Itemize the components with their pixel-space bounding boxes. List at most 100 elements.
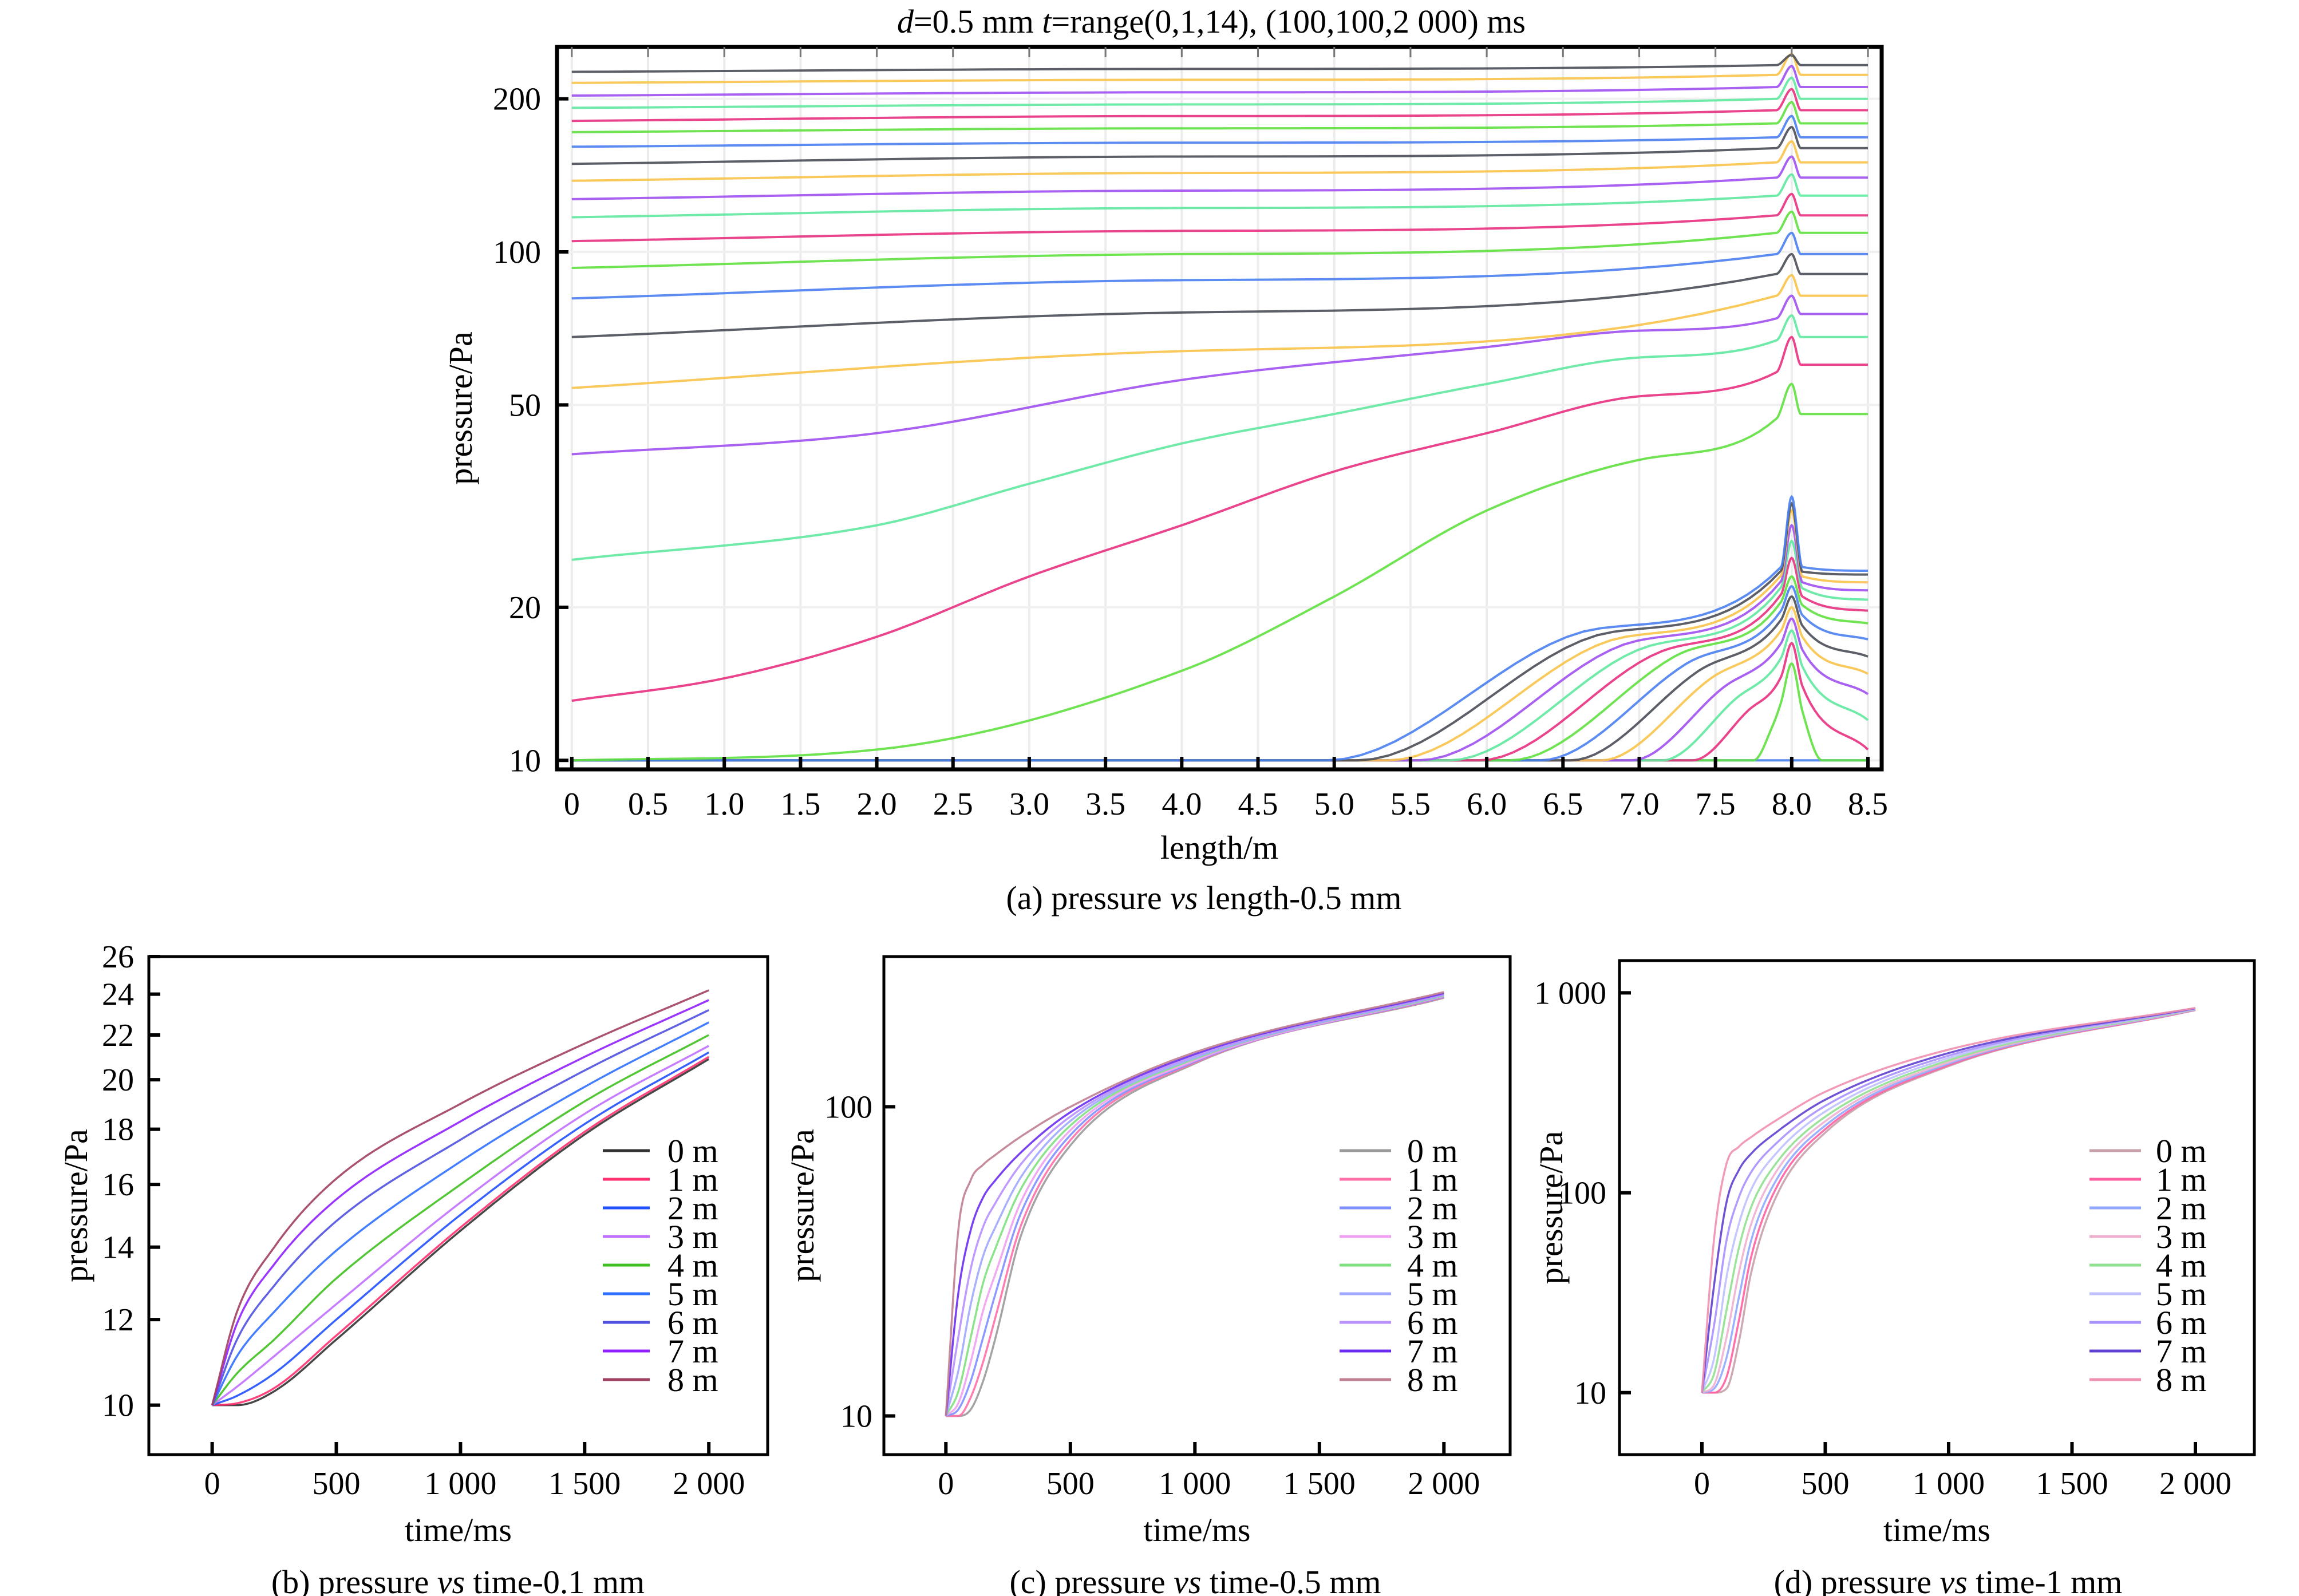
plot-frame: [1618, 959, 2256, 1456]
series-line: [571, 495, 1868, 762]
x-tick-label: 0.5: [628, 787, 668, 822]
series-line: [571, 501, 1868, 762]
series-line: [571, 314, 1868, 561]
series-line-3m: [945, 995, 1444, 1417]
series-line: [571, 252, 1868, 338]
y-tick-label: 20: [102, 1062, 134, 1098]
caption-em: vs: [1939, 1563, 1967, 1596]
y-tick-label: 10: [102, 1388, 134, 1424]
legend-label: 4 m: [1407, 1247, 1458, 1284]
series-line: [571, 53, 1868, 84]
y-tick-label: 10: [1574, 1376, 1606, 1411]
y-tick-label: 50: [509, 388, 541, 423]
y-tick-label: 1 000: [1534, 975, 1606, 1011]
series-line-3m: [211, 1045, 710, 1407]
x-tick-label: 0: [1694, 1466, 1710, 1502]
series-line: [571, 101, 1868, 133]
series-line-3m: [1701, 1008, 2196, 1394]
legend-label: 5 m: [667, 1275, 718, 1313]
x-axis-label: length/m: [1160, 829, 1278, 866]
x-tick-label: 4.0: [1162, 787, 1202, 822]
legend-label: 7 m: [2156, 1333, 2207, 1370]
series-line-7m: [1701, 1007, 2196, 1393]
series-line-5m: [211, 1021, 710, 1406]
x-tick-label: 1 000: [424, 1466, 496, 1502]
series-line-0m: [946, 997, 1444, 1417]
series-line: [571, 584, 1869, 762]
series-line: [571, 231, 1868, 300]
series-line-6m: [945, 993, 1444, 1416]
series-line: [571, 155, 1868, 200]
y-tick-label: 100: [493, 235, 541, 270]
x-tick-label: 1 500: [2036, 1466, 2108, 1502]
legend-label: 2 m: [2156, 1190, 2207, 1227]
x-tick-label: 8.5: [1848, 787, 1888, 822]
series-line: [571, 606, 1869, 762]
series-line: [571, 539, 1869, 762]
legend-label: 0 m: [2156, 1132, 2207, 1170]
y-axis-label: pressure/Pa: [784, 1129, 821, 1282]
title-part: =0.5 mm: [914, 3, 1042, 40]
caption-em: vs: [1170, 879, 1198, 916]
caption-prefix: (c) pressure: [1009, 1563, 1174, 1596]
series-line: [571, 173, 1868, 219]
x-tick-label: 0: [564, 787, 580, 822]
x-tick-label: 2 000: [2159, 1466, 2231, 1502]
title-part: =range(0,1,14), (100,100,2 000) ms: [1052, 3, 1526, 40]
caption-prefix: (a) pressure: [1006, 879, 1171, 916]
x-tick-label: 1 500: [548, 1466, 621, 1502]
series-line-1m: [1702, 1009, 2196, 1394]
title-part: d: [897, 3, 914, 40]
series-line: [571, 294, 1868, 456]
x-tick-label: 3.5: [1085, 787, 1125, 822]
x-tick-label: 500: [313, 1466, 361, 1502]
plot-frame: [555, 45, 1884, 772]
plot-frame: [147, 955, 769, 1456]
y-axis-label: pressure/Pa: [57, 1129, 94, 1282]
x-tick-label: 6.0: [1467, 787, 1507, 822]
legend-label: 8 m: [1407, 1361, 1458, 1399]
x-tick-label: 2 000: [673, 1466, 745, 1502]
legend: 0 m1 m2 m3 m4 m5 m6 m7 m8 m: [1340, 1132, 1458, 1399]
series-line: [571, 88, 1868, 123]
caption-em: vs: [437, 1563, 465, 1596]
legend-label: 7 m: [667, 1333, 718, 1370]
y-tick-label: 22: [102, 1018, 134, 1053]
series-line: [571, 125, 1868, 165]
x-tick-label: 5.0: [1314, 787, 1354, 822]
caption-suffix: time-0.1 mm: [465, 1563, 645, 1596]
series-line: [571, 556, 1869, 762]
y-tick-label: 20: [509, 590, 541, 626]
series-line-2m: [1701, 1008, 2196, 1394]
x-tick-label: 7.5: [1696, 787, 1736, 822]
series-line: [571, 192, 1868, 243]
legend-label: 2 m: [667, 1190, 718, 1227]
legend-label: 0 m: [1407, 1132, 1458, 1170]
y-tick-label: 16: [102, 1167, 134, 1203]
series-line-1m: [212, 1056, 710, 1407]
x-tick-label: 3.0: [1009, 787, 1049, 822]
y-tick-label: 24: [102, 977, 134, 1013]
legend-label: 7 m: [1407, 1333, 1458, 1370]
series-line: [571, 335, 1868, 702]
legend-label: 6 m: [2156, 1304, 2207, 1341]
caption: (d) pressure vs time-1 mm: [1774, 1563, 2123, 1596]
series-line: [571, 662, 1868, 762]
series-line-8m: [945, 991, 1444, 1416]
series-line-4m: [211, 1034, 710, 1406]
y-tick-label: 14: [102, 1230, 134, 1266]
series-line: [571, 274, 1868, 389]
legend-label: 3 m: [1407, 1218, 1458, 1255]
series-line-1m: [946, 996, 1444, 1417]
legend-label: 1 m: [2156, 1161, 2207, 1198]
legend: 0 m1 m2 m3 m4 m5 m6 m7 m8 m: [2089, 1132, 2207, 1399]
legend-label: 1 m: [667, 1161, 718, 1198]
caption-suffix: time-1 mm: [1968, 1563, 2123, 1596]
x-tick-label: 2 000: [1408, 1466, 1480, 1502]
series-line: [571, 575, 1869, 762]
x-tick-label: 1 000: [1159, 1466, 1231, 1502]
y-axis-label: pressure/Pa: [442, 331, 479, 484]
x-tick-label: 4.5: [1238, 787, 1278, 822]
legend-label: 8 m: [667, 1361, 718, 1399]
